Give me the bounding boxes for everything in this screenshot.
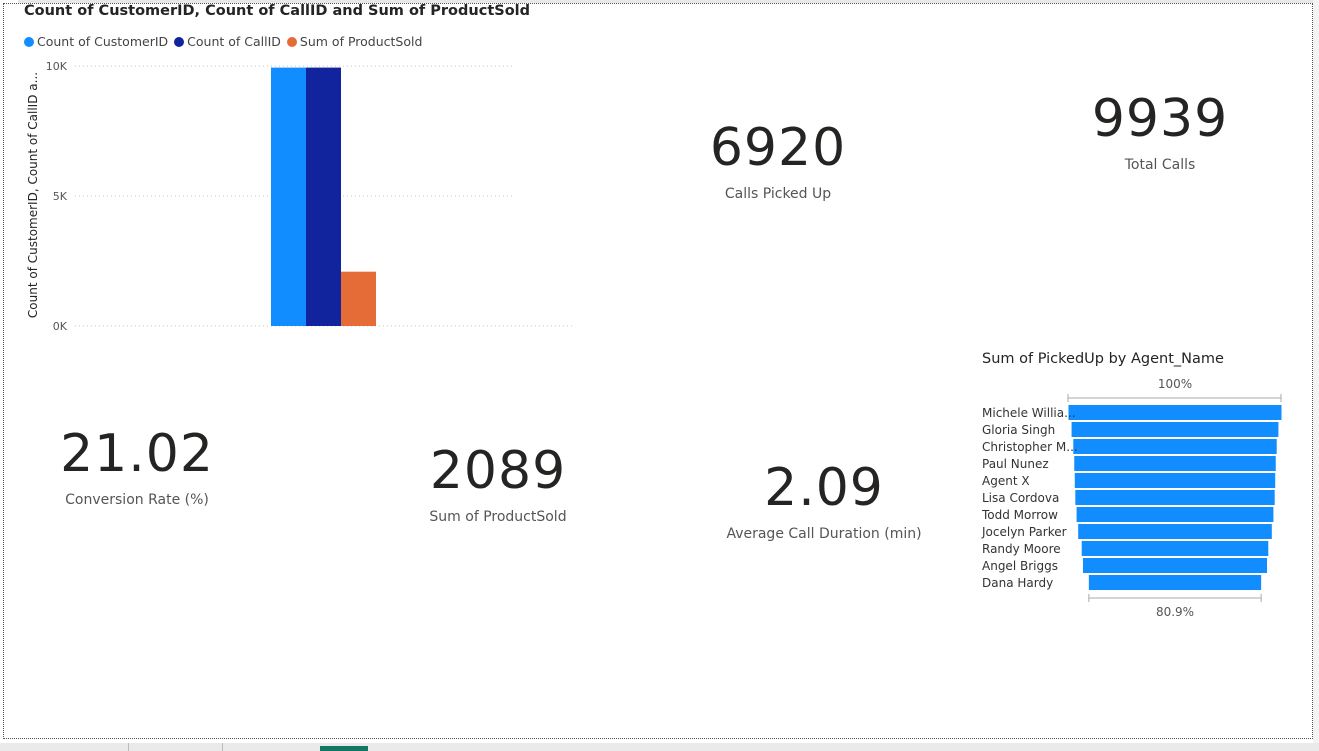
funnel-top-percent: 100% [1158,377,1192,391]
bar-count-of-callid[interactable] [306,67,341,326]
legend-label-callid: Count of CallID [187,34,281,49]
page-tab-1[interactable] [0,743,129,751]
legend-label-productsold: Sum of ProductSold [299,34,423,49]
y-tick-label: 5K [53,190,68,203]
funnel-bar[interactable] [1076,507,1274,522]
funnel-bar[interactable] [1082,558,1268,573]
legend-dot-callid [174,36,185,47]
y-tick-label: 10K [46,60,68,73]
funnel-bar[interactable] [1078,524,1272,539]
legend-item-customerid[interactable]: Count of CustomerID [24,34,168,49]
column-chart-title: Count of CustomerID, Count of CallID and… [24,3,531,19]
funnel-category-label: Jocelyn Parker [981,525,1067,539]
total-calls-value: 9939 [1091,89,1229,149]
funnel-bar[interactable] [1074,456,1276,471]
avg-call-duration-value: 2.09 [764,458,884,518]
y-tick-label: 0K [53,320,68,333]
avg-call-duration-label: Average Call Duration (min) [726,526,922,542]
funnel-bar[interactable] [1075,490,1275,505]
product-sold-value: 2089 [429,441,567,501]
funnel-category-label: Dana Hardy [982,576,1053,590]
bar-sum-of-productsold[interactable] [341,271,376,326]
funnel-category-label: Gloria Singh [982,423,1055,437]
report-canvas [3,3,1313,739]
funnel-bar[interactable] [1068,405,1282,420]
legend-dot-productsold [286,36,297,47]
funnel-bar[interactable] [1088,575,1262,590]
top-edge [18,0,1318,3]
legend-item-callid[interactable]: Count of CallID [174,34,281,49]
funnel-chart-plot: 100% Michele Willia... Gloria Singh Christ… [981,377,1282,619]
y-axis-title-text: Count of CustomerID, Count of CallID a..… [26,71,40,319]
funnel-category-label: Christopher M... [982,440,1078,454]
page-tab-2[interactable] [129,743,223,751]
funnel-category-label: Michele Willia... [982,406,1076,420]
funnel-bar[interactable] [1074,473,1276,488]
conversion-rate-label: Conversion Rate (%) [65,492,209,508]
funnel-chart-title: Sum of PickedUp by Agent_Name [982,351,1224,367]
funnel-category-label: Paul Nunez [982,457,1049,471]
funnel-category-label: Lisa Cordova [982,491,1059,505]
funnel-bar[interactable] [1073,439,1277,454]
legend-label-customerid: Count of CustomerID [37,34,169,49]
funnel-bottom-percent: 80.9% [1156,605,1194,619]
funnel-category-label: Randy Moore [982,542,1061,556]
funnel-category-label: Agent X [982,474,1030,488]
funnel-category-label: Todd Morrow [981,508,1058,522]
column-chart-plot: 0K 5K 10K [46,60,575,333]
page-tab-active[interactable] [320,746,368,751]
funnel-bar[interactable] [1071,422,1279,437]
calls-picked-up-label: Calls Picked Up [724,186,832,202]
total-calls-label: Total Calls [1124,157,1196,173]
legend-item-productsold[interactable]: Sum of ProductSold [286,34,423,49]
funnel-bar[interactable] [1081,541,1269,556]
column-chart-legend: Count of CustomerID Count of CallID Sum … [24,34,428,49]
bar-count-of-customerid[interactable] [271,67,306,326]
right-edge [1313,0,1319,751]
page-tabs-bar [0,743,1319,751]
funnel-category-label: Angel Briggs [982,559,1058,573]
conversion-rate-value: 21.02 [60,424,214,484]
legend-dot-customerid [24,36,34,47]
product-sold-label: Sum of ProductSold [429,509,567,525]
calls-picked-up-value: 6920 [709,118,847,178]
